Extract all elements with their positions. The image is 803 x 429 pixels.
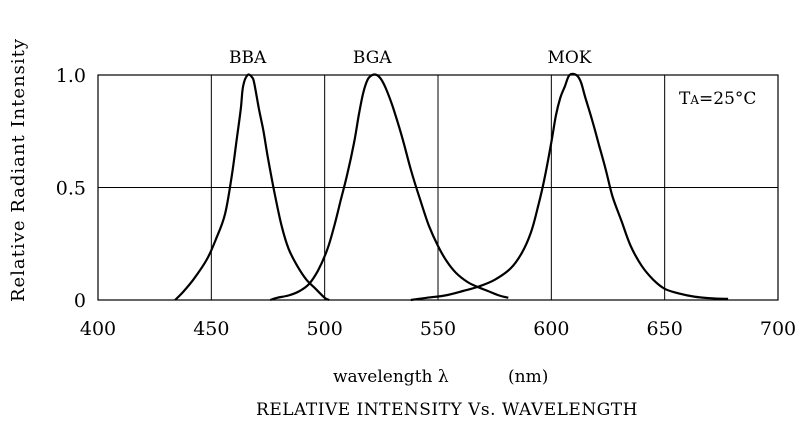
series-layer: BBA BGA MOK — [174, 48, 729, 302]
annotation-value: =25°C — [699, 89, 756, 109]
x-tick-label-650: 650 — [647, 318, 683, 340]
temperature-annotation: TA=25°C — [679, 89, 756, 109]
grid — [98, 75, 778, 300]
series-label-mok: MOK — [547, 48, 591, 68]
y-tick-label-0.5: 0.5 — [56, 178, 86, 200]
chart-title: RELATIVE INTENSITY Vs. WAVELENGTH — [256, 400, 638, 420]
series-label-bga: BGA — [353, 48, 392, 68]
x-tick-label-450: 450 — [193, 318, 229, 340]
series-line-bba — [174, 73, 330, 302]
tick-labels: 400 450 500 550 600 650 700 0 0.5 1.0 — [56, 65, 796, 340]
y-tick-label-0: 0 — [74, 290, 86, 312]
y-tick-label-1: 1.0 — [56, 65, 86, 87]
x-axis-label: wavelength λ — [333, 367, 449, 387]
x-axis-unit: (nm) — [508, 367, 548, 387]
x-tick-label-400: 400 — [80, 318, 116, 340]
series-label-bba: BBA — [229, 48, 267, 68]
series-line-bga — [269, 73, 509, 302]
series-line-mok — [410, 72, 729, 302]
annotation-subscript: A — [689, 93, 699, 107]
x-tick-label-600: 600 — [533, 318, 569, 340]
plot-frame — [97, 74, 779, 301]
x-tick-label-500: 500 — [307, 318, 343, 340]
annotation-t: T — [679, 89, 691, 109]
x-tick-label-700: 700 — [760, 318, 796, 340]
y-axis-label: Relative Radiant Intensity — [8, 38, 29, 302]
x-tick-label-550: 550 — [420, 318, 456, 340]
